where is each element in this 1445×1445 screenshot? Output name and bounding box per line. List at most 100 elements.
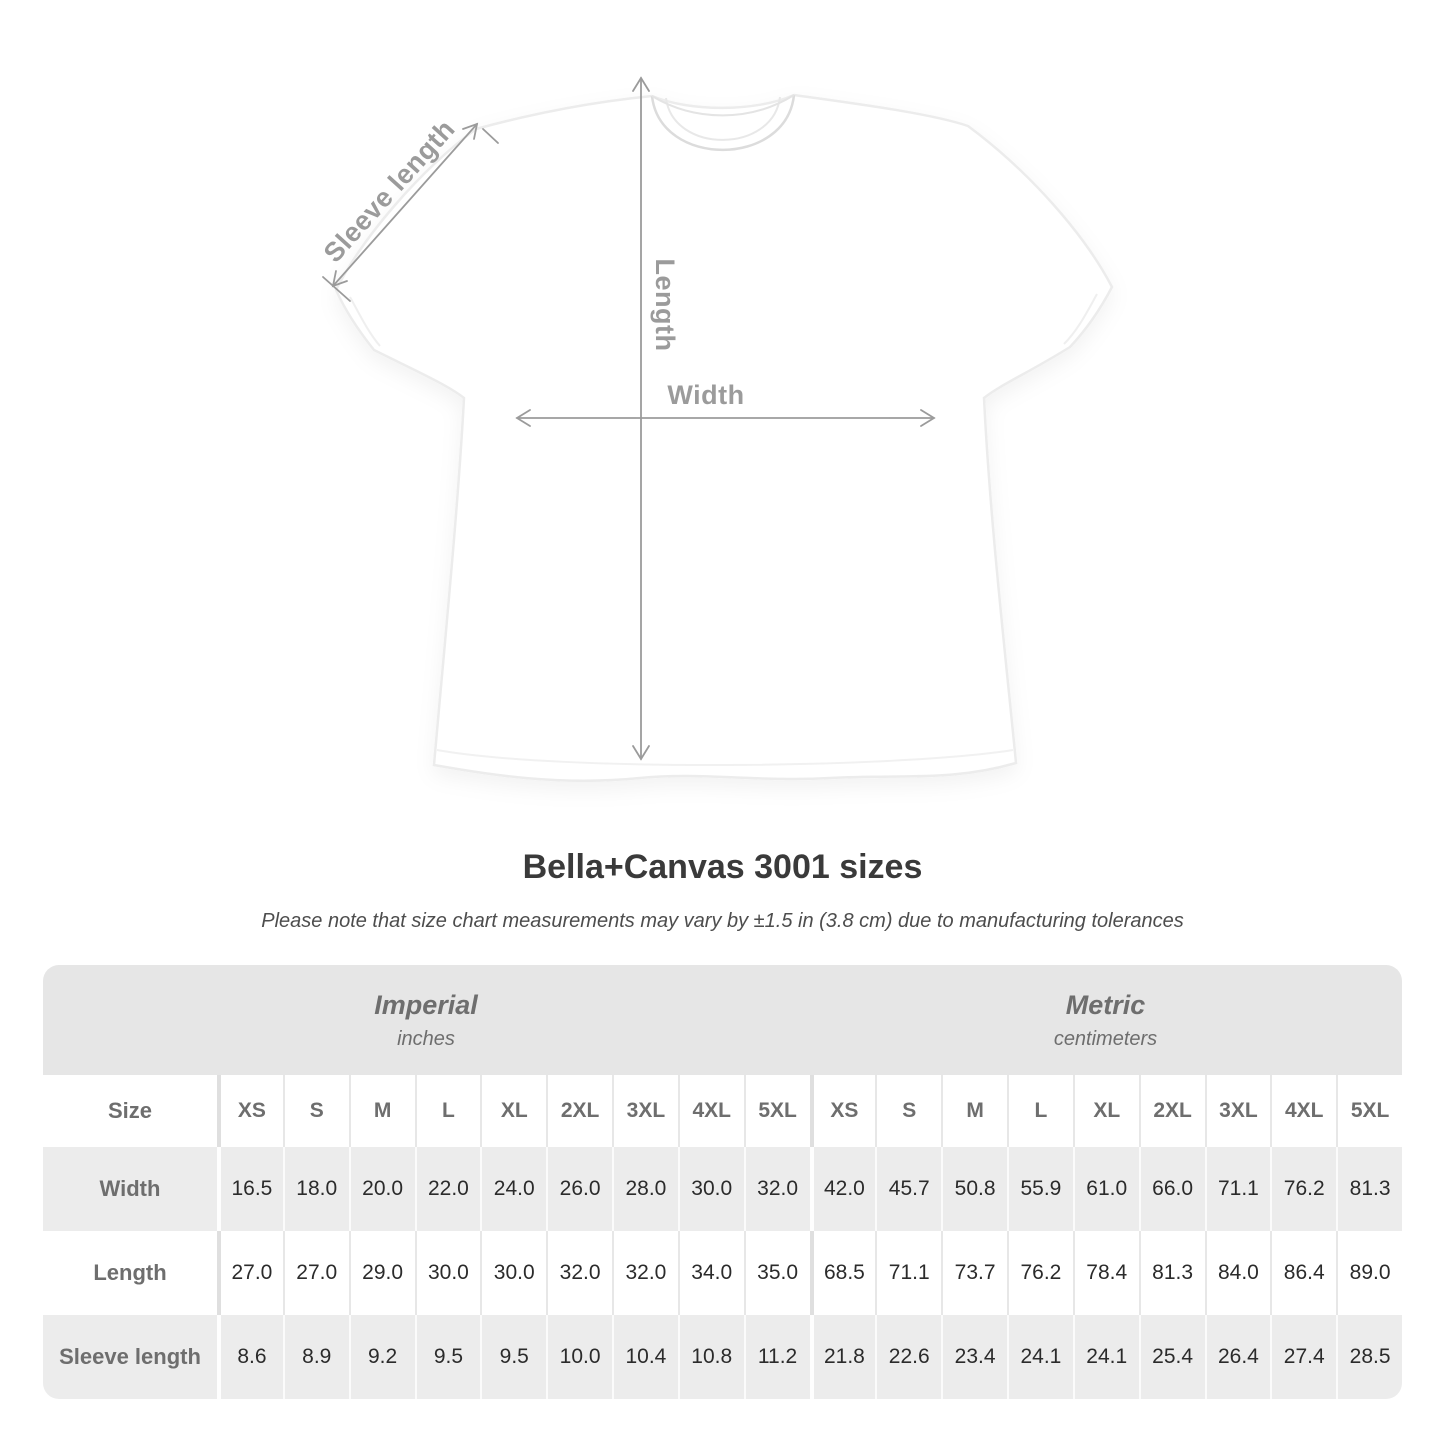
value-imperial: 26.0 — [546, 1147, 612, 1231]
value-imperial: 30.0 — [414, 1231, 481, 1315]
sleeve-length-dimension-arrow — [322, 122, 499, 302]
value-metric: 23.4 — [941, 1315, 1007, 1399]
value-metric: 76.2 — [1270, 1147, 1336, 1231]
size-header-imperial: L — [414, 1075, 481, 1147]
value-metric: 78.4 — [1072, 1231, 1139, 1315]
size-header-imperial: XS — [217, 1075, 283, 1147]
value-metric: 84.0 — [1204, 1231, 1271, 1315]
size-header-imperial: S — [282, 1075, 349, 1147]
metric-title: Metric — [1065, 989, 1146, 1020]
length-label: Length — [650, 259, 680, 352]
size-header-imperial: 4XL — [677, 1075, 744, 1147]
size-header-imperial: XL — [480, 1075, 546, 1147]
value-metric: 81.3 — [1138, 1231, 1205, 1315]
value-metric: 81.3 — [1336, 1147, 1402, 1231]
value-imperial: 32.0 — [546, 1231, 612, 1315]
value-imperial: 29.0 — [348, 1231, 415, 1315]
collar-back-seam — [651, 94, 795, 117]
size-column-header: Size — [107, 1098, 153, 1123]
tshirt-size-diagram: Length Width Sleeve length — [318, 76, 1114, 782]
chart-title: Bella+Canvas 3001 sizes — [522, 848, 923, 886]
value-metric: 50.8 — [941, 1147, 1007, 1231]
bottom-hem-seam — [436, 749, 1014, 767]
value-metric: 45.7 — [875, 1147, 941, 1231]
value-imperial: 9.5 — [480, 1315, 546, 1399]
size-header-metric: XS — [809, 1075, 876, 1147]
metric-unit-header: Metric centimeters — [809, 965, 1402, 1075]
value-imperial: 8.6 — [217, 1315, 283, 1399]
collar-outer-seam — [650, 94, 796, 151]
value-imperial: 8.9 — [282, 1315, 349, 1399]
value-metric: 66.0 — [1138, 1147, 1205, 1231]
value-metric: 55.9 — [1007, 1147, 1073, 1231]
imperial-title: Imperial — [374, 989, 478, 1020]
value-imperial: 27.0 — [282, 1231, 349, 1315]
measurement-row-label: Sleeve length — [59, 1344, 201, 1369]
metric-unit: centimeters — [1053, 1027, 1158, 1050]
value-metric: 71.1 — [1204, 1147, 1271, 1231]
value-metric: 22.6 — [875, 1315, 941, 1399]
unit-header-band: Imperial inches Metric centimeters — [43, 965, 1402, 1075]
value-metric: 68.5 — [809, 1231, 876, 1315]
imperial-unit: inches — [397, 1027, 455, 1050]
chart-subtitle: Please note that size chart measurements… — [261, 910, 1184, 932]
value-imperial: 11.2 — [743, 1315, 810, 1399]
value-imperial: 32.0 — [743, 1147, 810, 1231]
size-table: Imperial inches Metric centimeters Size X… — [43, 965, 1402, 1399]
size-header-imperial: 3XL — [612, 1075, 678, 1147]
value-imperial: 34.0 — [677, 1231, 744, 1315]
value-imperial: 16.5 — [217, 1147, 283, 1231]
value-imperial: 9.5 — [414, 1315, 481, 1399]
value-metric: 86.4 — [1270, 1231, 1336, 1315]
right-sleeve-hem-seam — [1063, 293, 1098, 345]
measurement-row-label: Length — [93, 1260, 167, 1285]
size-header-imperial: 2XL — [546, 1075, 612, 1147]
tshirt-body — [334, 93, 1114, 782]
value-metric: 21.8 — [809, 1315, 876, 1399]
value-metric: 89.0 — [1336, 1231, 1402, 1315]
size-header-metric: 4XL — [1270, 1075, 1336, 1147]
measurement-row-label: Width — [99, 1176, 161, 1201]
value-imperial: 9.2 — [348, 1315, 415, 1399]
value-metric: 27.4 — [1270, 1315, 1336, 1399]
value-metric: 26.4 — [1204, 1315, 1271, 1399]
size-header-imperial: 5XL — [743, 1075, 810, 1147]
left-sleeve-hem-seam — [349, 296, 381, 347]
size-header-metric: M — [941, 1075, 1007, 1147]
value-metric: 73.7 — [941, 1231, 1007, 1315]
value-imperial: 30.0 — [677, 1147, 744, 1231]
width-dimension-arrow — [515, 409, 936, 427]
value-imperial: 30.0 — [480, 1231, 546, 1315]
value-imperial: 28.0 — [612, 1147, 678, 1231]
tshirt-illustration — [334, 93, 1114, 782]
measurement-row: Sleeve length 8.6 8.9 9.2 9.5 9.5 10.0 10.4 10.8… — [43, 1315, 1402, 1399]
value-imperial: 27.0 — [217, 1231, 283, 1315]
value-metric: 76.2 — [1007, 1231, 1073, 1315]
value-metric: 24.1 — [1072, 1315, 1139, 1399]
size-header-metric: XL — [1072, 1075, 1139, 1147]
measurement-row: Length 27.0 27.0 29.0 30.0 30.0 32.0 32.0 34.0 35… — [43, 1231, 1402, 1315]
value-metric: 71.1 — [875, 1231, 941, 1315]
size-header-metric: 3XL — [1204, 1075, 1271, 1147]
value-imperial: 10.4 — [612, 1315, 678, 1399]
value-imperial: 24.0 — [480, 1147, 546, 1231]
imperial-unit-header: Imperial inches — [43, 965, 809, 1075]
value-metric: 42.0 — [809, 1147, 876, 1231]
size-header-imperial: M — [348, 1075, 415, 1147]
value-imperial: 22.0 — [414, 1147, 481, 1231]
value-metric: 61.0 — [1072, 1147, 1139, 1231]
value-imperial: 18.0 — [282, 1147, 349, 1231]
value-metric: 28.5 — [1336, 1315, 1402, 1399]
size-table-grid: Size XS S M L XL 2XL 3XL 4XL 5XL XS S M L XL 2XL 3XL 4XL 5… — [43, 1075, 1402, 1399]
value-imperial: 20.0 — [348, 1147, 415, 1231]
value-metric: 25.4 — [1138, 1315, 1205, 1399]
value-imperial: 35.0 — [743, 1231, 810, 1315]
value-imperial: 10.0 — [546, 1315, 612, 1399]
size-header-row: Size XS S M L XL 2XL 3XL 4XL 5XL XS S M L XL 2XL 3XL 4XL 5… — [43, 1075, 1402, 1147]
collar-inner-seam — [665, 96, 781, 141]
value-imperial: 32.0 — [612, 1231, 678, 1315]
size-header-metric: 2XL — [1138, 1075, 1205, 1147]
size-header-metric: S — [875, 1075, 941, 1147]
value-metric: 24.1 — [1007, 1315, 1073, 1399]
